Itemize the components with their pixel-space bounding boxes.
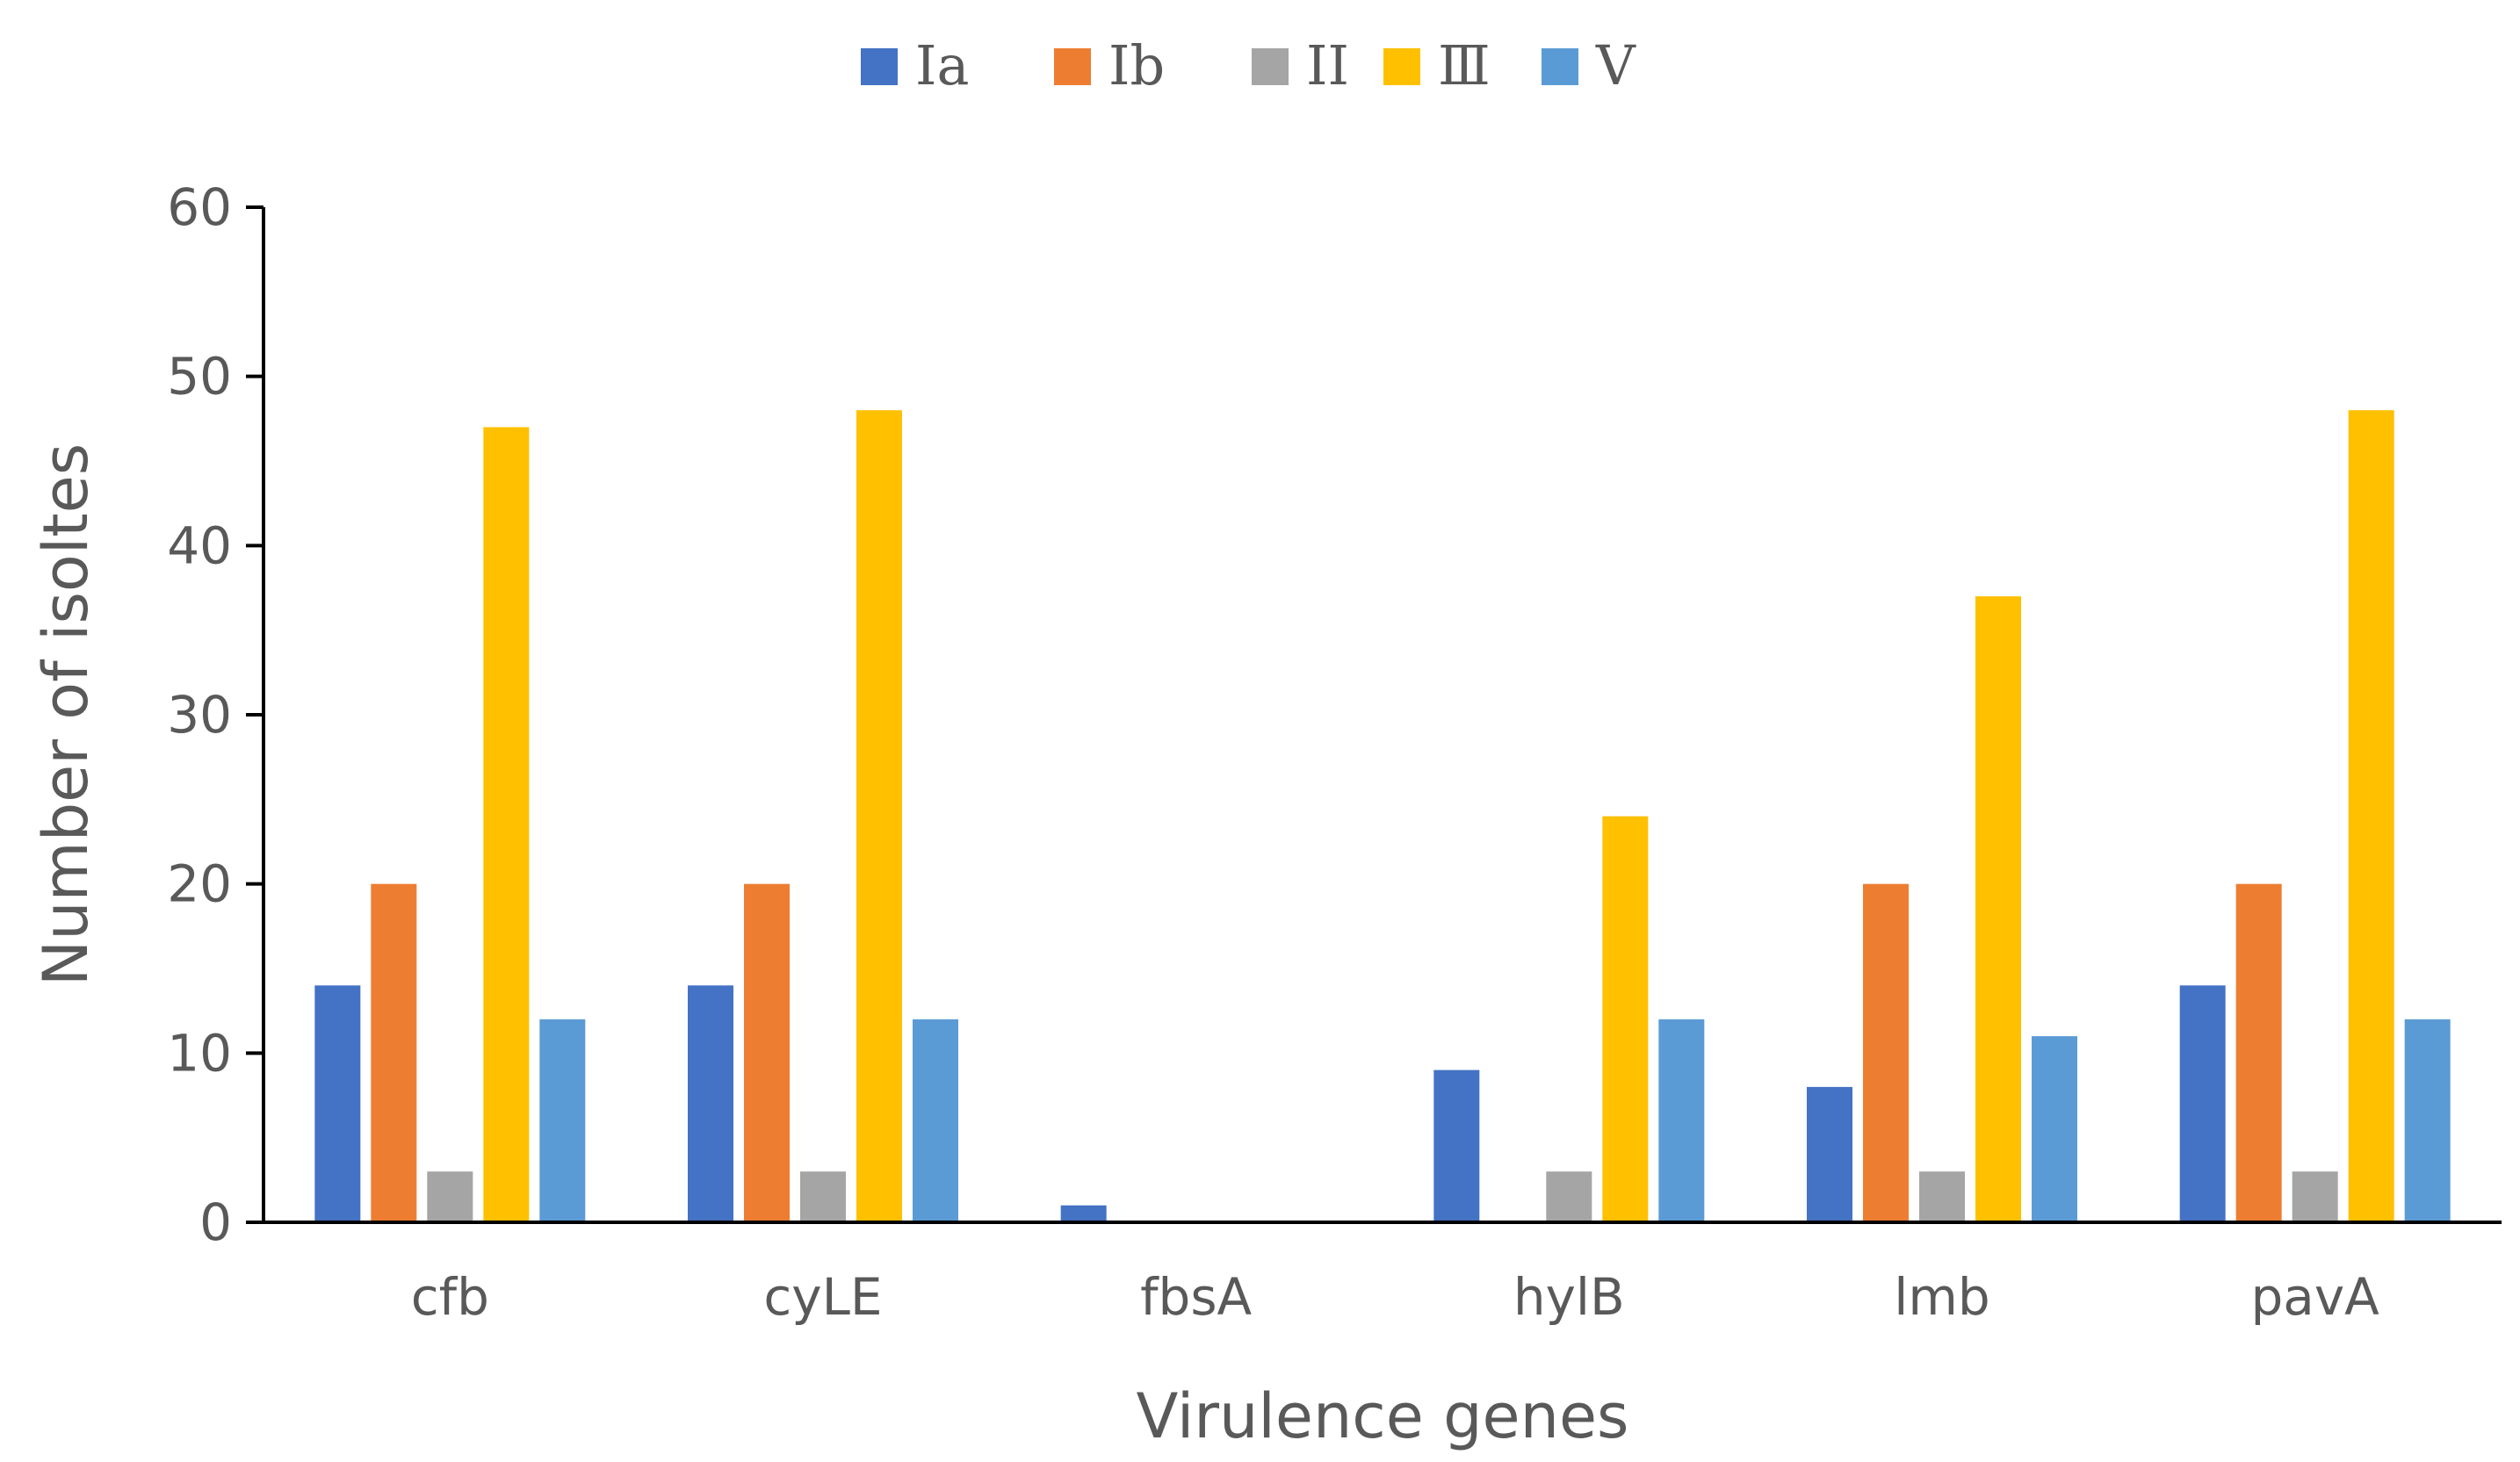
bar-cyLE-Ⅲ xyxy=(856,410,902,1222)
legend: Ⅰa Ⅰb II Ⅲ Ⅴ xyxy=(861,33,1636,97)
bar-lmb-II xyxy=(1919,1171,1965,1222)
legend-swatch-Ⅰa xyxy=(861,48,898,85)
y-tick-label: 10 xyxy=(167,1023,232,1083)
y-tick-label: 20 xyxy=(167,854,232,914)
bar-pavA-Ⅲ xyxy=(2348,410,2394,1222)
y-tick-label: 60 xyxy=(167,177,232,237)
legend-label: Ⅴ xyxy=(1595,33,1636,97)
bar-cfb-Ⅰa xyxy=(314,985,361,1222)
bar-hylB-Ⅰa xyxy=(1433,1069,1480,1222)
bar-pavA-Ⅴ xyxy=(2404,1019,2451,1222)
bar-cfb-Ⅴ xyxy=(539,1019,586,1222)
bar-lmb-Ⅰa xyxy=(1807,1086,1852,1222)
x-labels: cfb cyLE fbsA hylB lmb pavA xyxy=(411,1267,2379,1327)
bar-pavA-Ⅰb xyxy=(2235,883,2282,1222)
bar-hylB-II xyxy=(1546,1171,1592,1222)
y-axis-title: Number of isoltes xyxy=(30,443,102,986)
y-tick-label: 30 xyxy=(167,685,232,745)
x-tick-label: lmb xyxy=(1894,1267,1989,1327)
legend-label: Ⅰa xyxy=(915,33,969,97)
bar-lmb-Ⅴ xyxy=(2032,1036,2077,1222)
x-axis-title: Virulence genes xyxy=(1136,1380,1628,1452)
bar-cyLE-Ⅴ xyxy=(913,1019,958,1222)
y-ticks: 0 10 20 30 40 50 60 xyxy=(167,177,264,1252)
x-tick-label: hylB xyxy=(1513,1267,1625,1327)
bar-lmb-Ⅰb xyxy=(1863,883,1909,1222)
x-tick-label: cfb xyxy=(411,1267,489,1327)
y-tick-label: 50 xyxy=(167,347,232,407)
bar-pavA-II xyxy=(2292,1171,2338,1222)
x-tick-label: fbsA xyxy=(1140,1267,1252,1327)
bar-cfb-II xyxy=(427,1171,473,1222)
legend-label: Ⅲ xyxy=(1438,33,1491,97)
y-tick-label: 0 xyxy=(199,1192,232,1252)
bar-cyLE-Ⅰb xyxy=(744,883,790,1222)
y-tick-label: 40 xyxy=(167,515,232,575)
bar-cfb-Ⅰb xyxy=(371,883,417,1222)
axes xyxy=(262,207,2502,1224)
bar-lmb-Ⅲ xyxy=(1975,596,2021,1222)
bar-cfb-Ⅲ xyxy=(483,427,530,1222)
legend-label: II xyxy=(1306,33,1349,97)
x-tick-label: cyLE xyxy=(763,1267,882,1327)
bar-hylB-Ⅴ xyxy=(1658,1019,1705,1222)
bar-cyLE-II xyxy=(800,1171,846,1222)
legend-swatch-Ⅲ xyxy=(1383,48,1420,85)
legend-swatch-Ⅰb xyxy=(1054,48,1091,85)
legend-swatch-II xyxy=(1252,48,1289,85)
x-tick-label: pavA xyxy=(2250,1267,2379,1327)
legend-swatch-Ⅴ xyxy=(1542,48,1578,85)
bar-cyLE-Ⅰa xyxy=(688,985,733,1222)
bar-fbsA-Ⅰa xyxy=(1060,1205,1107,1222)
bars xyxy=(314,410,2451,1222)
bar-pavA-Ⅰa xyxy=(2179,985,2226,1222)
bar-hylB-Ⅲ xyxy=(1602,816,1649,1222)
legend-label: Ⅰb xyxy=(1108,33,1165,97)
